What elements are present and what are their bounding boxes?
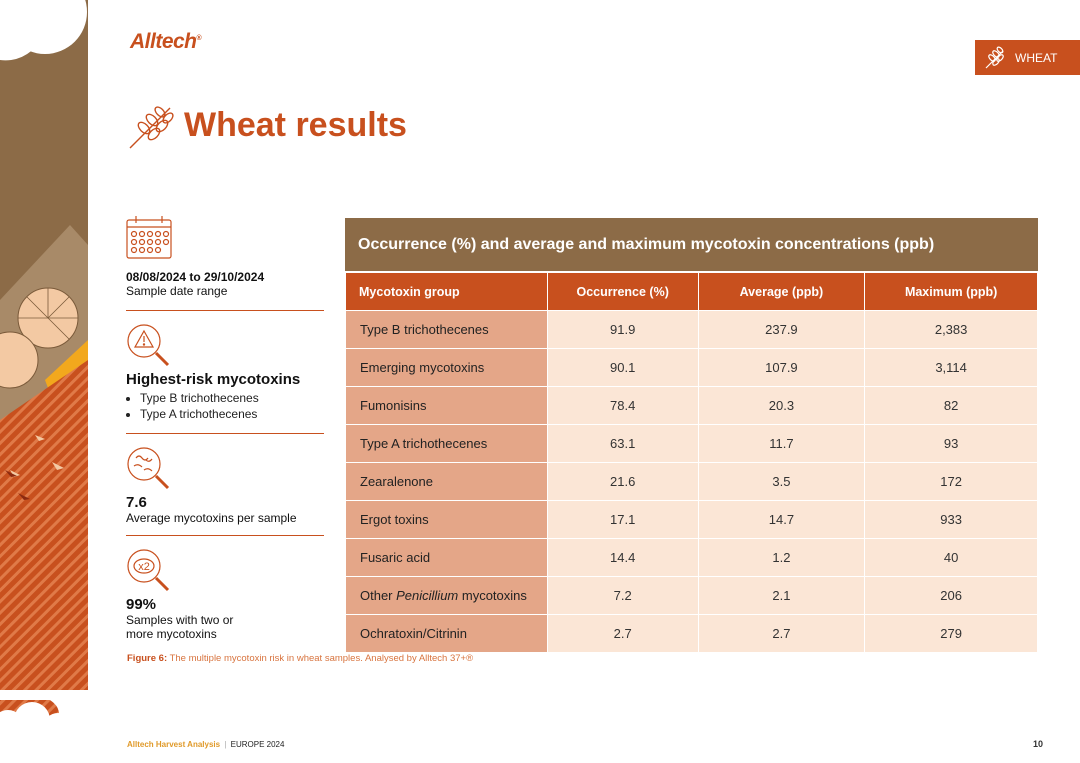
table-row: Zearalenone 21.6 3.5 172 xyxy=(345,462,1038,501)
table-row: Fusaric acid 14.4 1.2 40 xyxy=(345,538,1038,577)
title-area: Wheat results xyxy=(128,100,407,150)
footer: Alltech Harvest Analysis | EUROPE 2024 xyxy=(127,740,284,749)
x2-icon-text: x2 xyxy=(138,561,150,573)
table-row: Ochratoxin/Citrinin 2.7 2.7 279 xyxy=(345,614,1038,653)
cell-average: 237.9 xyxy=(697,310,866,349)
mold-magnifier-icon xyxy=(127,447,170,490)
cell-average: 11.7 xyxy=(697,424,866,463)
multi-mycotoxins-value: 99% xyxy=(126,596,157,613)
header-average: Average (ppb) xyxy=(697,271,866,311)
x2-magnifier-icon: x2 xyxy=(127,549,170,592)
cell-occurrence: 21.6 xyxy=(546,462,699,501)
cell-group: Other Penicillium mycotoxins xyxy=(345,576,548,615)
calendar-icon xyxy=(126,216,172,259)
cell-group: Emerging mycotoxins xyxy=(345,348,548,387)
cell-maximum: 93 xyxy=(864,424,1038,463)
cell-average: 20.3 xyxy=(697,386,866,425)
cell-maximum: 172 xyxy=(864,462,1038,501)
page-title: Wheat results xyxy=(184,105,407,144)
stat-highest-risk: Highest-risk mycotoxins Type B trichothe… xyxy=(126,311,324,434)
table-row: Type A trichothecenes 63.1 11.7 93 xyxy=(345,424,1038,463)
cell-average: 2.1 xyxy=(697,576,866,615)
cell-group: Zearalenone xyxy=(345,462,548,501)
cell-group: Type B trichothecenes xyxy=(345,310,548,349)
stat-multiple-mycotoxins: x2 99% Samples with two or more mycotoxi… xyxy=(126,536,324,641)
cell-average: 2.7 xyxy=(697,614,866,653)
section-tag: WHEAT xyxy=(975,40,1080,75)
multi-mycotoxins-label-2: more mycotoxins xyxy=(126,627,217,641)
table-row: Type B trichothecenes 91.9 237.9 2,383 xyxy=(345,310,1038,349)
cell-group: Fusaric acid xyxy=(345,538,548,577)
header-maximum: Maximum (ppb) xyxy=(864,271,1038,311)
decorative-side-artwork xyxy=(0,0,88,763)
cell-group: Ochratoxin/Citrinin xyxy=(345,614,548,653)
header-mycotoxin-group: Mycotoxin group xyxy=(345,271,548,311)
stats-panel: 08/08/2024 to 29/10/2024 Sample date ran… xyxy=(126,215,324,641)
figure-caption: Figure 6: The multiple mycotoxin risk in… xyxy=(127,653,473,664)
footer-separator: | xyxy=(224,740,227,749)
table-header-row: Mycotoxin group Occurrence (%) Average (… xyxy=(345,271,1038,311)
wheat-icon xyxy=(985,46,1004,68)
cell-maximum: 206 xyxy=(864,576,1038,615)
cell-maximum: 82 xyxy=(864,386,1038,425)
average-mycotoxins-value: 7.6 xyxy=(126,494,147,511)
cell-group: Ergot toxins xyxy=(345,500,548,539)
cell-occurrence: 78.4 xyxy=(546,386,699,425)
section-tag-label: WHEAT xyxy=(1015,50,1058,65)
list-item: Type A trichothecenes xyxy=(140,406,300,422)
header-occurrence: Occurrence (%) xyxy=(546,271,699,311)
table-row: Other Penicillium mycotoxins 7.2 2.1 206 xyxy=(345,576,1038,615)
cell-group: Type A trichothecenes xyxy=(345,424,548,463)
cell-maximum: 933 xyxy=(864,500,1038,539)
cell-occurrence: 7.2 xyxy=(546,576,699,615)
cell-maximum: 40 xyxy=(864,538,1038,577)
highest-risk-heading: Highest-risk mycotoxins xyxy=(126,371,301,388)
cell-average: 3.5 xyxy=(697,462,866,501)
list-item: Type B trichothecenes xyxy=(140,390,300,406)
figure-caption-label: Figure 6: xyxy=(127,653,168,664)
footer-edition: EUROPE 2024 xyxy=(230,740,285,749)
page-number: 10 xyxy=(1033,739,1044,749)
wheat-icon xyxy=(129,106,174,149)
average-mycotoxins-label: Average mycotoxins per sample xyxy=(126,511,297,525)
cell-group: Fumonisins xyxy=(345,386,548,425)
cell-average: 14.7 xyxy=(697,500,866,539)
cell-maximum: 2,383 xyxy=(864,310,1038,349)
stat-date-range: 08/08/2024 to 29/10/2024 Sample date ran… xyxy=(126,215,324,311)
cell-occurrence: 91.9 xyxy=(546,310,699,349)
mycotoxin-table: Occurrence (%) and average and maximum m… xyxy=(345,218,1038,653)
table-row: Emerging mycotoxins 90.1 107.9 3,114 xyxy=(345,348,1038,387)
multi-mycotoxins-label-1: Samples with two or xyxy=(126,613,234,627)
cell-occurrence: 2.7 xyxy=(546,614,699,653)
cell-maximum: 279 xyxy=(864,614,1038,653)
table-title: Occurrence (%) and average and maximum m… xyxy=(345,218,1038,271)
cell-occurrence: 90.1 xyxy=(546,348,699,387)
alltech-logo: Alltech® xyxy=(130,30,202,53)
date-range-label: Sample date range xyxy=(126,284,228,298)
cell-occurrence: 17.1 xyxy=(546,500,699,539)
highest-risk-list: Type B trichothecenes Type A trichothece… xyxy=(126,390,300,422)
table-row: Ergot toxins 17.1 14.7 933 xyxy=(345,500,1038,539)
cell-maximum: 3,114 xyxy=(864,348,1038,387)
warning-magnifier-icon xyxy=(127,324,170,367)
cell-occurrence: 14.4 xyxy=(546,538,699,577)
footer-publication: Alltech Harvest Analysis xyxy=(127,740,221,749)
cell-average: 107.9 xyxy=(697,348,866,387)
cell-occurrence: 63.1 xyxy=(546,424,699,463)
stat-average-mycotoxins: 7.6 Average mycotoxins per sample xyxy=(126,434,324,536)
table-row: Fumonisins 78.4 20.3 82 xyxy=(345,386,1038,425)
cell-average: 1.2 xyxy=(697,538,866,577)
figure-caption-text: The multiple mycotoxin risk in wheat sam… xyxy=(167,653,474,664)
date-range-value: 08/08/2024 to 29/10/2024 xyxy=(126,270,265,284)
